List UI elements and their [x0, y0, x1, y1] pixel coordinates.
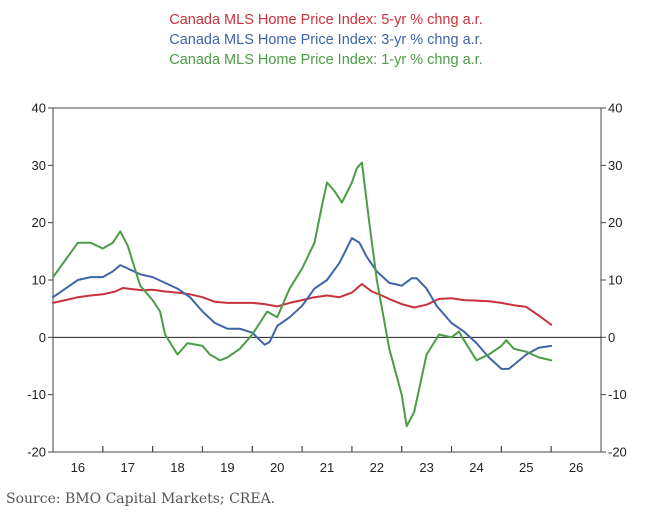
legend-entry-3yr: Canada MLS Home Price Index: 3-yr % chng…	[169, 32, 483, 48]
x-tick-label: 22	[370, 460, 384, 475]
y-tick-label-right: -20	[608, 445, 627, 460]
y-tick-label-left: -20	[27, 445, 46, 460]
x-tick-label: 25	[519, 460, 533, 475]
y-tick-label-right: 40	[608, 101, 622, 116]
x-tick-label: 26	[569, 460, 583, 475]
y-tick-label-left: 0	[39, 330, 46, 345]
y-tick-label-right: -10	[608, 387, 627, 402]
series-3yr-line	[52, 237, 553, 370]
y-tick-label-right: 20	[608, 215, 622, 230]
y-tick-label-left: 40	[32, 101, 46, 116]
x-tick-label: 21	[320, 460, 334, 475]
source-note: Source: BMO Capital Markets; CREA.	[6, 491, 276, 507]
x-tick-label: 17	[120, 460, 134, 475]
chart-legend: Canada MLS Home Price Index: 5-yr % chng…	[0, 10, 652, 70]
y-tick-label-right: 30	[608, 158, 622, 173]
x-tick-label: 20	[270, 460, 284, 475]
legend-entry-1yr: Canada MLS Home Price Index: 1-yr % chng…	[169, 52, 483, 68]
y-tick-label-left: -10	[27, 387, 46, 402]
y-tick-label-left: 30	[32, 158, 46, 173]
x-tick-label: 23	[419, 460, 433, 475]
y-tick-label-right: 0	[608, 330, 615, 345]
x-tick-label: 24	[469, 460, 483, 475]
x-tick-label: 16	[71, 460, 85, 475]
y-tick-label-left: 20	[32, 215, 46, 230]
legend-entry-5yr: Canada MLS Home Price Index: 5-yr % chng…	[169, 12, 483, 28]
series-1yr-line	[52, 161, 553, 428]
series-5yr-line	[52, 283, 553, 326]
x-tick-label: 18	[170, 460, 184, 475]
y-tick-label-left: 10	[32, 273, 46, 288]
x-tick-label: 19	[220, 460, 234, 475]
y-tick-label-right: 10	[608, 273, 622, 288]
